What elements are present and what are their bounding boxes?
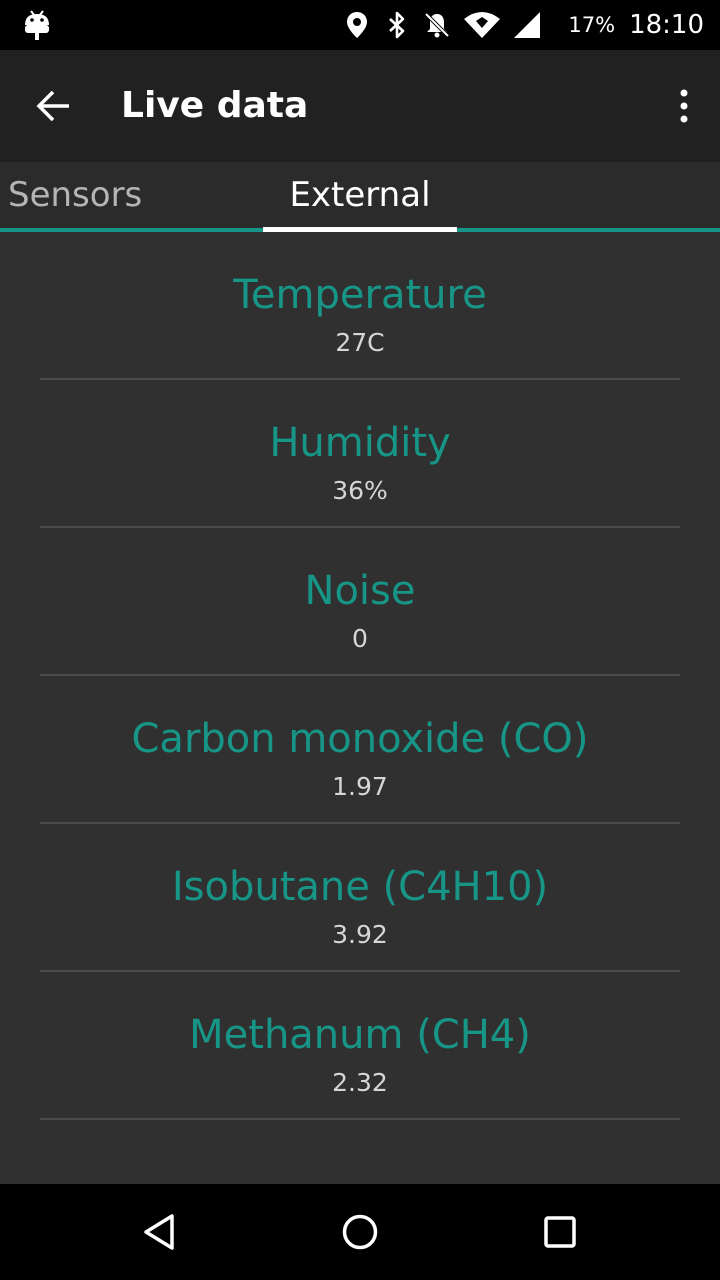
tab-sensors[interactable]: Sensors xyxy=(8,175,143,215)
reading-name: Noise xyxy=(304,568,416,614)
app-toolbar: Live data xyxy=(0,50,720,162)
nav-recents-icon[interactable] xyxy=(536,1208,584,1256)
arrow-back-icon[interactable] xyxy=(26,78,82,134)
reading-value: 36% xyxy=(332,476,388,505)
system-nav-bar xyxy=(0,1184,720,1280)
list-item-methane: Methanum (CH4) 2.32 xyxy=(40,972,680,1120)
cell-signal-icon xyxy=(512,10,542,40)
clock: 18:10 xyxy=(629,10,704,40)
tab-bar: Sensors External xyxy=(0,162,720,232)
reading-value: 0 xyxy=(352,624,368,653)
reading-name: Carbon monoxide (CO) xyxy=(131,716,589,762)
android-debug-icon xyxy=(22,9,52,41)
list-item-temperature: Temperature 27C xyxy=(40,232,680,380)
reading-value: 27C xyxy=(335,328,385,357)
location-icon xyxy=(342,10,372,40)
reading-value: 2.32 xyxy=(332,1068,388,1097)
reading-value: 1.97 xyxy=(332,772,388,801)
tab-selected-indicator xyxy=(263,227,457,232)
tab-external[interactable]: External xyxy=(289,175,431,215)
reading-name: Temperature xyxy=(233,272,487,318)
nav-back-icon[interactable] xyxy=(136,1208,184,1256)
status-icons: 17% 18:10 xyxy=(332,0,704,50)
wifi-icon xyxy=(462,10,502,40)
list-item-humidity: Humidity 36% xyxy=(40,380,680,528)
bluetooth-icon xyxy=(382,10,412,40)
status-bar: 17% 18:10 xyxy=(0,0,720,50)
notifications-off-icon xyxy=(422,10,452,40)
page-title: Live data xyxy=(121,85,309,126)
reading-name: Isobutane (C4H10) xyxy=(171,864,549,910)
reading-name: Methanum (CH4) xyxy=(189,1012,531,1058)
reading-name: Humidity xyxy=(269,420,451,466)
reading-value: 3.92 xyxy=(332,920,388,949)
list-item-carbon-monoxide: Carbon monoxide (CO) 1.97 xyxy=(40,676,680,824)
battery-level: 17% xyxy=(568,13,616,37)
list-item-isobutane: Isobutane (C4H10) 3.92 xyxy=(40,824,680,972)
readings-list: Temperature 27C Humidity 36% Noise 0 Car… xyxy=(40,232,680,1120)
more-vert-icon[interactable] xyxy=(668,78,700,134)
list-item-noise: Noise 0 xyxy=(40,528,680,676)
nav-home-icon[interactable] xyxy=(336,1208,384,1256)
